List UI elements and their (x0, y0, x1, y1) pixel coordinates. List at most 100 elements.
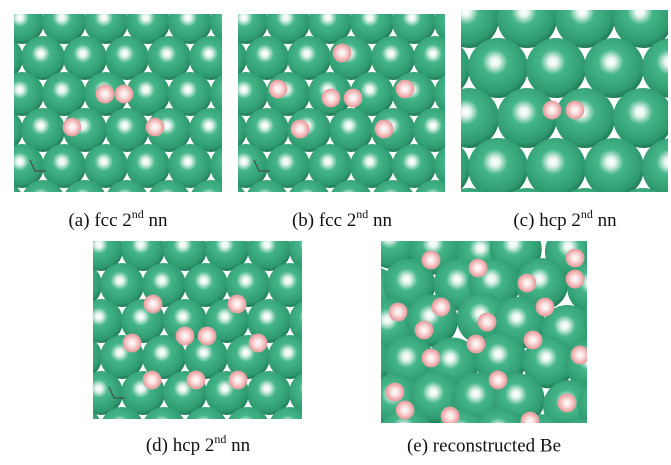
atom (58, 407, 102, 451)
adatom (386, 383, 404, 401)
adatom (524, 331, 542, 349)
caption-text: nn (226, 435, 250, 456)
atom (468, 138, 528, 198)
adatom (123, 334, 141, 352)
atom (413, 180, 457, 224)
adatom (322, 89, 340, 107)
atom (607, 337, 659, 389)
atom (608, 266, 660, 318)
figure-canvas: (a) fcc 2nd nn(b) fcc 2nd nn(c) hcp 2nd … (0, 0, 671, 465)
atom (245, 180, 289, 224)
atom (37, 299, 81, 343)
caption-text: nn (593, 210, 617, 231)
atom (317, 226, 369, 278)
caption-sup: nd (214, 432, 226, 446)
caption: (e) reconstructed Be (407, 435, 561, 456)
adatom (558, 394, 576, 412)
atom (439, 88, 499, 148)
caption-text: (c) hcp 2 (513, 210, 581, 231)
atom (226, 191, 270, 235)
caption-sup: nd (132, 207, 144, 221)
adatom (396, 401, 414, 419)
adatom (566, 249, 584, 267)
atom (413, 0, 457, 8)
adatom (143, 371, 161, 389)
adatom (518, 274, 536, 292)
adatom (115, 85, 133, 103)
atom (287, 0, 331, 8)
atom (319, 378, 371, 430)
adatom (228, 295, 246, 313)
adatom (566, 101, 584, 119)
atom (0, 72, 2, 116)
atom (63, 0, 107, 8)
atom (556, 419, 608, 465)
atom (613, 188, 671, 248)
atom (439, 188, 499, 248)
adatom (536, 298, 554, 316)
atom (0, 0, 2, 44)
atom (100, 407, 144, 451)
adatom (432, 298, 450, 316)
atom (610, 418, 662, 465)
panel (182, 0, 499, 224)
atom (268, 407, 312, 451)
atom (584, 38, 644, 98)
adatom (467, 335, 485, 353)
adatom (249, 334, 267, 352)
caption-text: (b) fcc 2 (292, 210, 356, 231)
atom (147, 0, 191, 8)
atom (584, 138, 644, 198)
adatom (344, 89, 362, 107)
adatom (187, 371, 205, 389)
atom (432, 185, 484, 237)
atom (468, 38, 528, 98)
adatom (63, 118, 81, 136)
adatom (422, 251, 440, 269)
adatom (291, 120, 309, 138)
adatom (396, 80, 414, 98)
atom (21, 0, 65, 8)
atom (0, 0, 23, 8)
adatom (543, 101, 561, 119)
adatom (96, 85, 114, 103)
caption: (a) fcc 2nd nn (68, 207, 168, 232)
adatom (521, 412, 539, 430)
atom (585, 224, 637, 276)
caption: (c) hcp 2nd nn (513, 207, 617, 232)
adatom (571, 346, 589, 364)
adatom (389, 303, 407, 321)
atom (329, 0, 373, 8)
atom (578, 379, 630, 431)
adatom (229, 371, 247, 389)
atom (37, 227, 81, 271)
atom (189, 180, 233, 224)
atom (0, 144, 2, 188)
caption-sup: nd (581, 207, 593, 221)
atom (310, 407, 354, 451)
atom (105, 0, 149, 8)
atom (245, 0, 289, 8)
adatom (269, 80, 287, 98)
atom (526, 38, 586, 98)
atom (555, 88, 615, 148)
adatom (176, 327, 194, 345)
atom (189, 0, 233, 8)
adatom (144, 295, 162, 313)
atom (583, 294, 635, 346)
adatom (566, 270, 584, 288)
atom (231, 0, 275, 8)
adatom (478, 313, 496, 331)
atom (184, 191, 228, 235)
panel (0, 0, 275, 224)
adatom (441, 407, 459, 425)
atom (310, 335, 354, 379)
atom (313, 296, 365, 348)
caption: (d) hcp 2nd nn (146, 432, 251, 457)
caption: (b) fcc 2nd nn (292, 207, 393, 232)
atom (613, 88, 671, 148)
caption-text: nn (368, 210, 392, 231)
caption-text: nn (144, 210, 168, 231)
adatom (489, 371, 507, 389)
caption-sup: nd (356, 207, 368, 221)
